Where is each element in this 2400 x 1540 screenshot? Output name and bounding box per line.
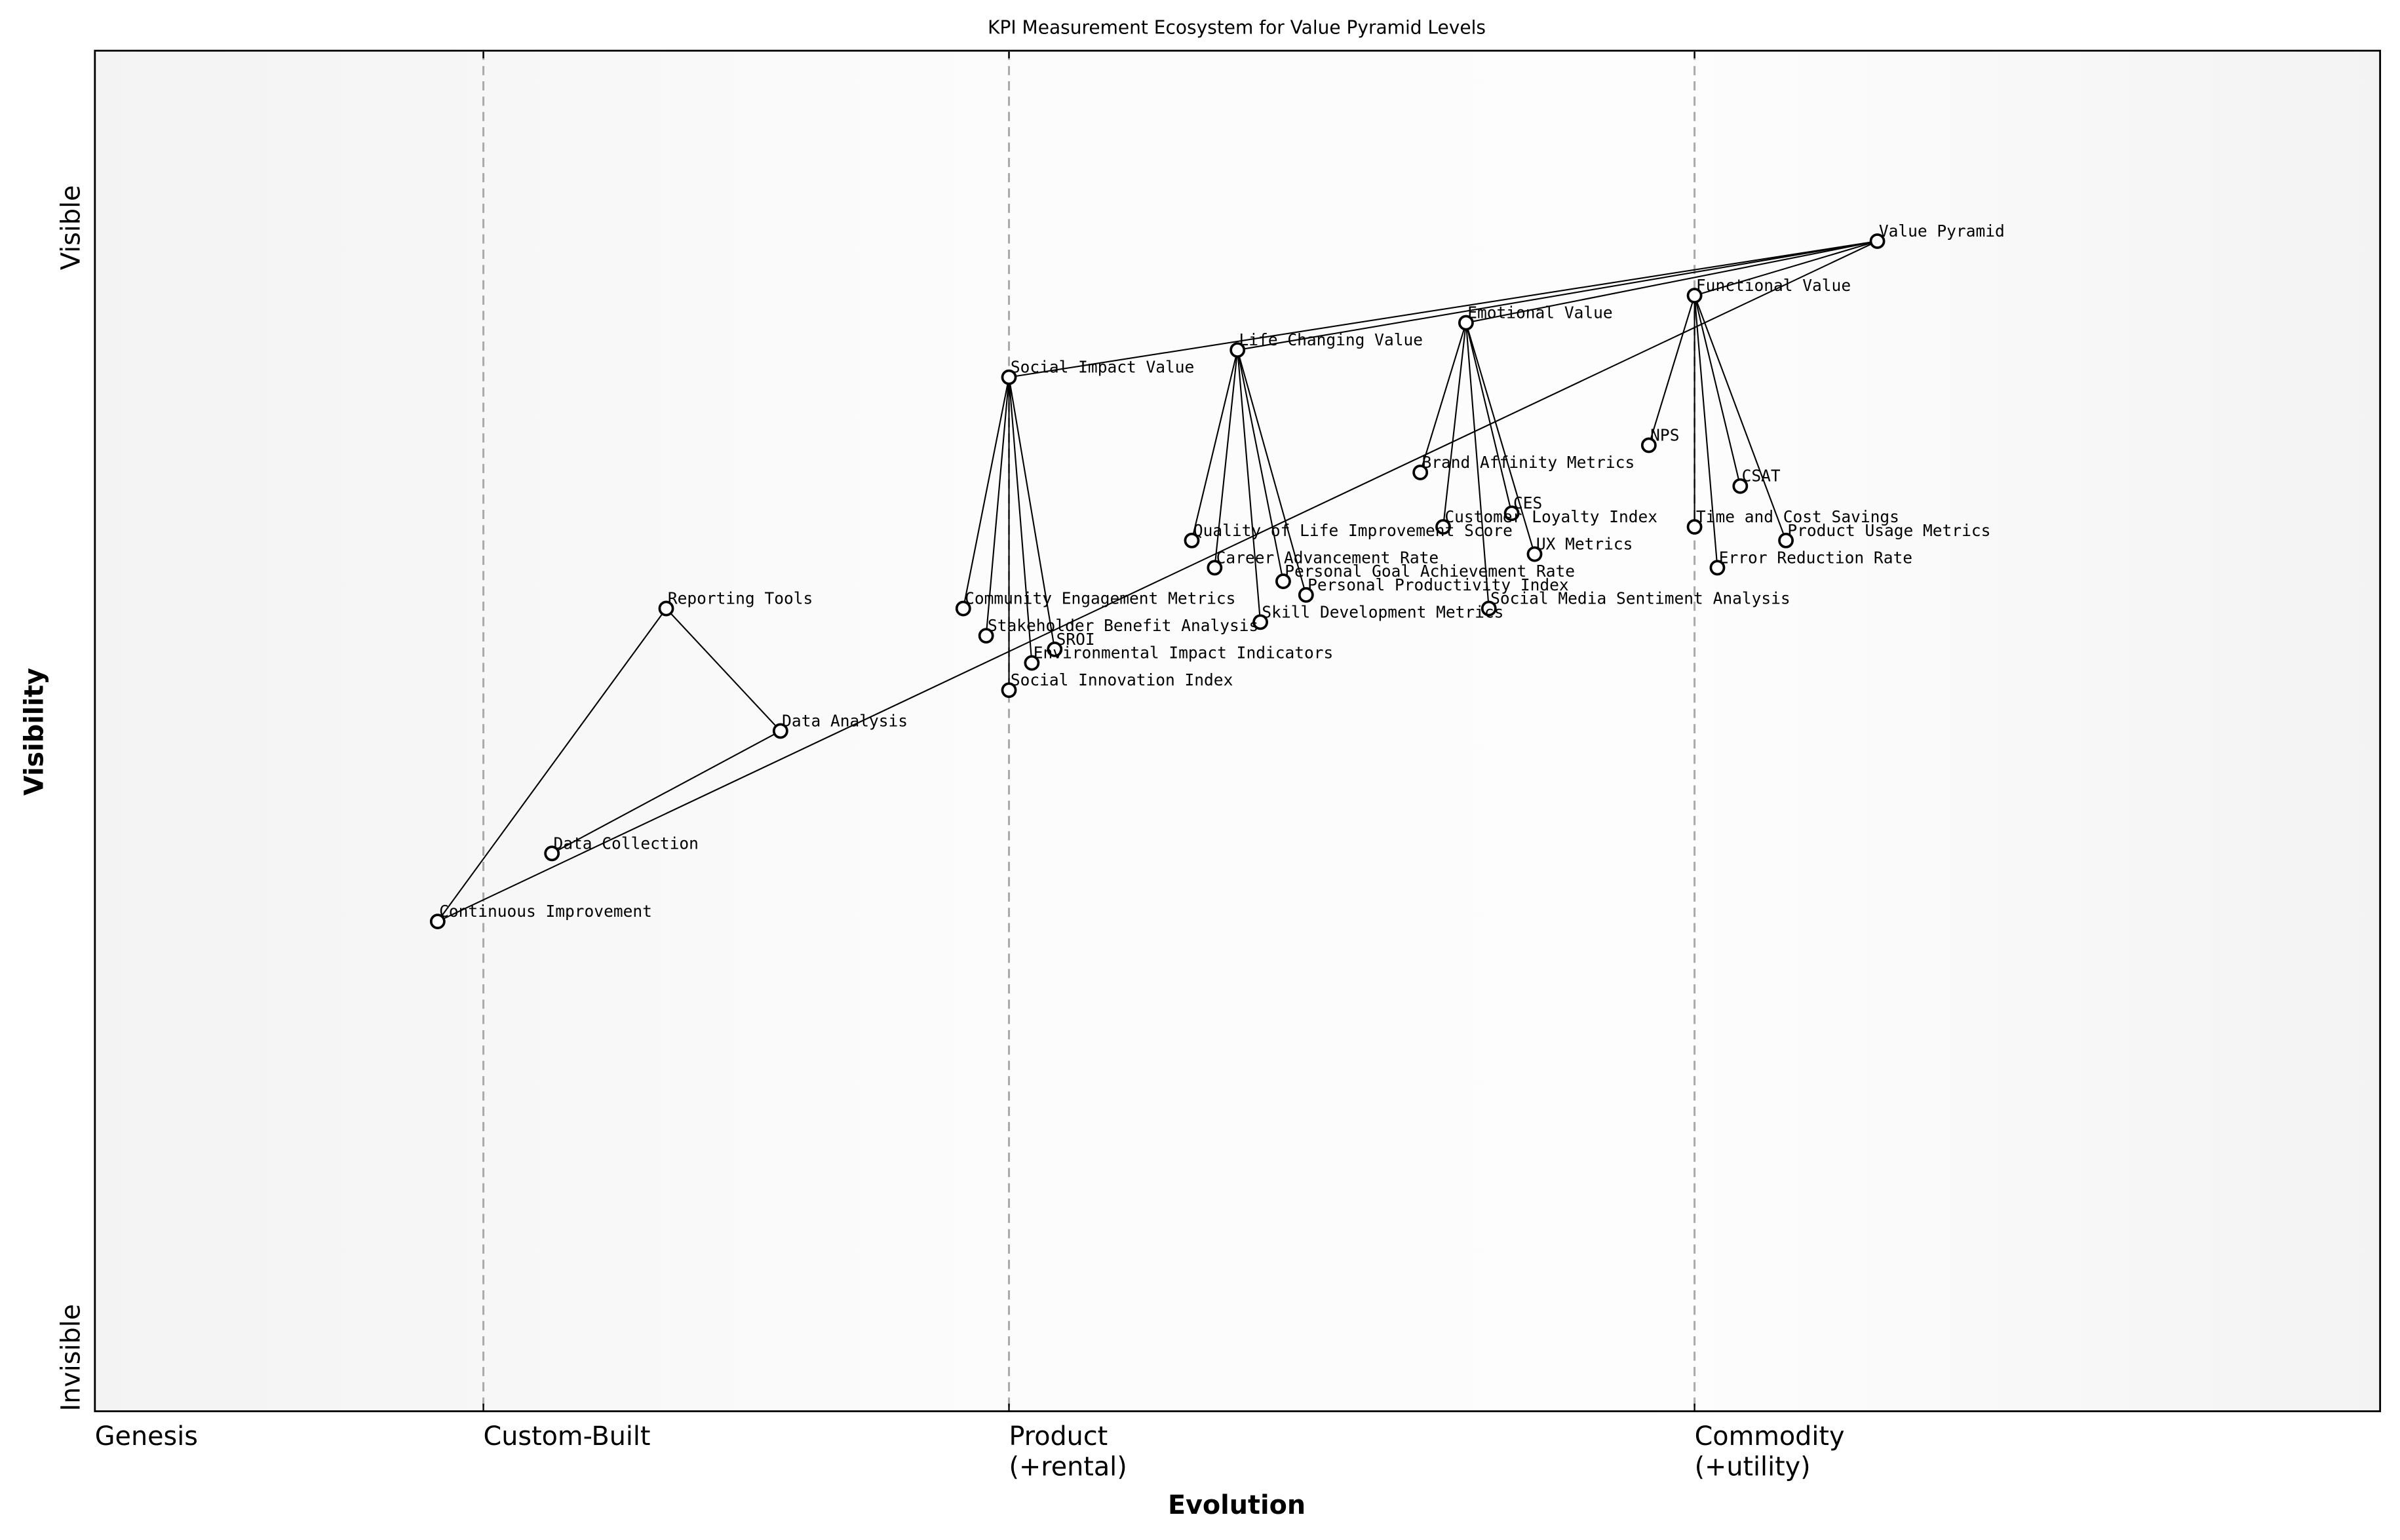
node-label: Value Pyramid xyxy=(1879,221,2005,241)
node xyxy=(1252,614,1268,630)
link xyxy=(1694,295,1718,568)
node-label: Skill Development Metrics xyxy=(1262,602,1503,621)
node xyxy=(1047,641,1063,657)
node-label: Personal Productivity Index xyxy=(1307,575,1569,594)
node xyxy=(1207,560,1223,576)
link xyxy=(1237,349,1284,582)
link xyxy=(436,607,667,922)
node-label: Environmental Impact Indicators xyxy=(1034,644,1334,663)
chart-title: KPI Measurement Ecosystem for Value Pyra… xyxy=(988,17,1486,39)
link xyxy=(962,377,1010,609)
node xyxy=(1481,600,1497,617)
link xyxy=(1694,240,1878,297)
link xyxy=(1237,350,1262,623)
plot-area xyxy=(94,49,2382,1412)
node-label: CES xyxy=(1513,493,1542,512)
link xyxy=(1465,322,1490,609)
node-label: Quality of Life Improvement Score xyxy=(1193,521,1513,540)
node-label: Data Analysis xyxy=(782,711,908,730)
node xyxy=(955,600,971,617)
node xyxy=(1778,532,1794,549)
node-label: Continuous Improvement xyxy=(439,902,652,921)
node xyxy=(1732,478,1749,494)
node-label: Reporting Tools xyxy=(668,589,813,608)
node-label: Social Innovation Index xyxy=(1011,670,1233,689)
node-label: Product Usage Metrics xyxy=(1787,521,1990,540)
node xyxy=(544,845,560,862)
node xyxy=(1412,465,1429,480)
node xyxy=(1503,505,1520,522)
link xyxy=(1465,322,1513,514)
node xyxy=(1275,573,1291,589)
link xyxy=(665,607,781,732)
link xyxy=(1694,295,1787,541)
y-tick-label: Invisible xyxy=(56,1304,86,1412)
x-tick-label: Product (+rental) xyxy=(1009,1421,1127,1482)
link xyxy=(1008,377,1033,663)
node-label: Error Reduction Rate xyxy=(1719,548,1912,567)
node-label: Social Media Sentiment Analysis xyxy=(1490,589,1790,608)
node xyxy=(1709,560,1726,576)
node-label: Emotional Value xyxy=(1467,303,1612,322)
link xyxy=(1442,322,1467,528)
link xyxy=(1420,322,1467,473)
node-label: UX Metrics xyxy=(1536,535,1633,554)
node-label: Community Engagement Metrics xyxy=(965,589,1235,608)
node xyxy=(1640,437,1657,453)
x-axis-label: Evolution xyxy=(1168,1490,1306,1520)
node xyxy=(978,628,994,644)
node xyxy=(1024,655,1040,671)
link xyxy=(1465,322,1536,554)
link xyxy=(1191,349,1239,541)
node xyxy=(1686,288,1703,303)
link xyxy=(437,241,1878,923)
node-label: CSAT xyxy=(1742,467,1781,486)
node-label: Brand Affinity Metrics xyxy=(1422,453,1635,472)
node-label: Data Collection xyxy=(554,834,699,853)
node xyxy=(1184,532,1200,549)
node-label: Time and Cost Savings xyxy=(1696,507,1899,526)
node xyxy=(1435,519,1451,535)
node xyxy=(1526,546,1543,562)
node-label: Personal Goal Achievement Rate xyxy=(1285,562,1575,581)
link xyxy=(551,730,781,855)
link xyxy=(1465,240,1878,324)
node xyxy=(658,600,674,617)
x-tick-label: Commodity (+utility) xyxy=(1695,1421,1845,1482)
link xyxy=(1648,295,1695,446)
node-label: Functional Value xyxy=(1696,276,1851,295)
node xyxy=(1458,315,1474,331)
x-tick-label: Custom-Built xyxy=(484,1421,651,1452)
node xyxy=(1869,233,1886,249)
node-label: Customer Loyalty Index xyxy=(1444,507,1657,526)
node xyxy=(1229,342,1246,358)
node-label: Career Advancement Rate xyxy=(1216,548,1439,567)
link xyxy=(1214,349,1239,568)
node-label: SROI xyxy=(1056,630,1095,649)
y-axis-label: Visibility xyxy=(19,668,49,796)
node xyxy=(1686,519,1703,535)
y-tick-label: Visible xyxy=(56,185,86,270)
node xyxy=(1298,587,1314,603)
link xyxy=(1694,295,1741,486)
node-label: Social Impact Value xyxy=(1011,358,1194,377)
link xyxy=(1009,240,1878,378)
link xyxy=(1008,377,1056,650)
node-label: Life Changing Value xyxy=(1239,330,1423,349)
node xyxy=(1001,369,1017,385)
link xyxy=(1237,240,1878,351)
node-label: Stakeholder Benefit Analysis xyxy=(988,616,1258,635)
x-tick-label: Genesis xyxy=(95,1421,198,1452)
link xyxy=(985,377,1010,636)
node xyxy=(772,723,788,739)
link xyxy=(1237,349,1307,596)
node xyxy=(429,914,446,930)
node-label: NPS xyxy=(1650,425,1679,444)
node xyxy=(1001,682,1017,699)
